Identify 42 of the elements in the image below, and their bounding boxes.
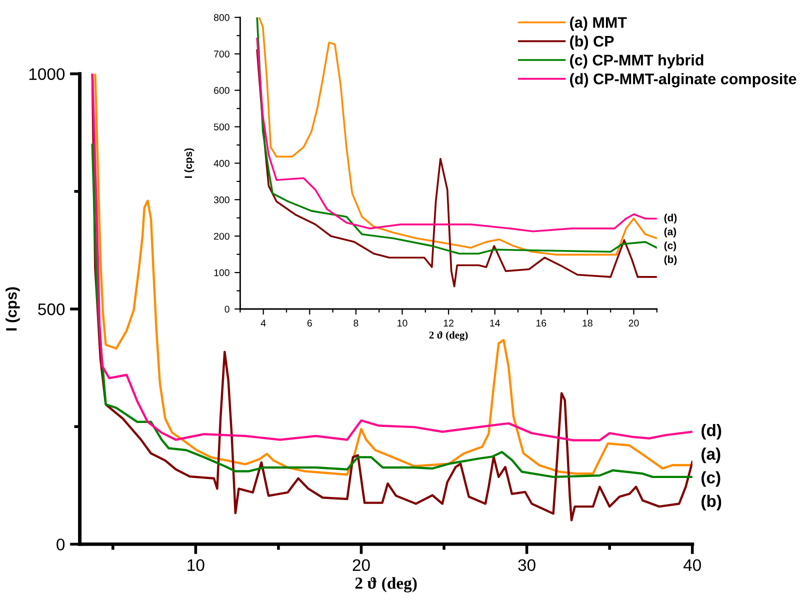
x-tick-label: 6 bbox=[307, 320, 312, 327]
annotation: (d) bbox=[664, 214, 677, 224]
text: (a) bbox=[702, 448, 720, 464]
y-tick-label: 400 bbox=[214, 160, 230, 167]
y-tick-label: 800 bbox=[214, 14, 230, 22]
text: (c) bbox=[702, 471, 720, 487]
y-axis-title: I (cps) bbox=[184, 148, 194, 178]
x-tick-label: 16 bbox=[536, 320, 546, 327]
x-tick-label: 18 bbox=[582, 320, 592, 327]
y-tick-label: 0 bbox=[56, 538, 65, 550]
y-tick-label: 600 bbox=[214, 87, 230, 94]
x-tick-label: 12 bbox=[444, 320, 454, 326]
x-tick-label: 40 bbox=[683, 559, 701, 572]
annotation: (a) bbox=[664, 228, 676, 238]
annotation: (c) bbox=[664, 242, 676, 252]
line-series bbox=[91, 144, 692, 478]
x-tick-label: 20 bbox=[628, 320, 639, 327]
y-tick-label: 700 bbox=[214, 50, 230, 58]
text: (d) bbox=[702, 424, 722, 440]
y-tick-label: 100 bbox=[214, 269, 230, 276]
y-axis-title: I (cps) bbox=[6, 287, 20, 330]
y-tick-label: 300 bbox=[214, 196, 230, 204]
x-tick-label: 10 bbox=[398, 320, 408, 327]
y-tick-label: 500 bbox=[38, 303, 65, 316]
x-tick-label: 10 bbox=[188, 559, 204, 572]
x-tick-label: 4 bbox=[260, 320, 266, 326]
y-tick-label: 200 bbox=[214, 232, 230, 240]
annotation: (b) bbox=[664, 255, 677, 266]
x-axis-title: 2 ϑ (deg) bbox=[429, 331, 468, 341]
x-tick-label: 8 bbox=[354, 320, 358, 327]
x-tick-label: 20 bbox=[352, 559, 370, 572]
legend-label: (a) MMT bbox=[570, 16, 627, 31]
y-tick-label: 0 bbox=[224, 306, 230, 313]
x-axis-title: 2 ϑ (deg) bbox=[355, 577, 417, 592]
y-tick-label: 1000 bbox=[29, 68, 65, 80]
text: (b) bbox=[702, 494, 722, 510]
legend-label: (c) CP-MMT hybrid bbox=[570, 54, 704, 69]
x-tick-label: 14 bbox=[490, 320, 500, 326]
legend-label: (d) CP-MMT-alginate composite bbox=[570, 73, 796, 88]
y-tick-label: 500 bbox=[214, 123, 230, 130]
legend-label: (b) CP bbox=[570, 35, 614, 50]
x-tick-label: 30 bbox=[518, 559, 536, 572]
